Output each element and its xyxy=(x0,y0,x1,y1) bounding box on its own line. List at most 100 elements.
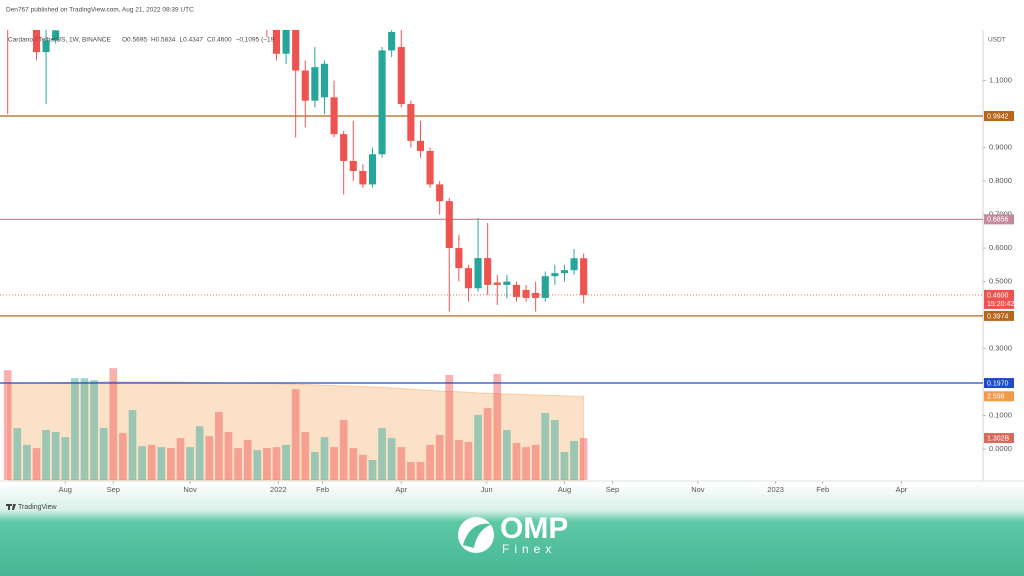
candle-body xyxy=(282,30,290,54)
candle-body xyxy=(522,289,530,298)
volume-bar xyxy=(426,444,434,480)
candle-body xyxy=(532,292,540,298)
level-label-bg xyxy=(984,378,1014,389)
publisher: Den767 published on TradingView.com, Aug… xyxy=(6,7,194,14)
volume-bar xyxy=(387,438,396,480)
x-tick-label: 2022 xyxy=(270,485,287,494)
level-label-bg xyxy=(984,111,1014,122)
volume-bar xyxy=(407,461,415,480)
volume-label-bg xyxy=(984,433,1014,444)
x-tick-label: Nov xyxy=(183,485,197,494)
candle-body xyxy=(484,258,492,285)
candle-body xyxy=(359,171,367,185)
volume-bar xyxy=(234,448,242,480)
candle-body xyxy=(397,47,405,105)
y-tick-label: 0.6000 xyxy=(989,243,1012,252)
symbol: Cardano / TetherUS, 1W, BINANCE xyxy=(8,37,112,44)
volume-bar xyxy=(435,434,444,480)
candle-body xyxy=(368,154,377,185)
ohlc-item: C0.4600 xyxy=(207,37,232,44)
x-tick-label: Feb xyxy=(816,485,829,494)
candle-body xyxy=(474,258,482,289)
volume-bar xyxy=(349,448,358,480)
ohlc-item: −0.1095 (−19 xyxy=(236,37,275,44)
volume-bar xyxy=(99,428,108,480)
volume-bar xyxy=(359,454,367,480)
volume-bar xyxy=(23,444,31,480)
brand-sub: Finex xyxy=(502,542,556,556)
candle-body xyxy=(493,282,501,285)
volume-label: 1.302B xyxy=(987,435,1010,442)
volume-ma-area xyxy=(7,381,585,481)
y-tick-label: 0.1000 xyxy=(989,411,1012,420)
level-label: 0.9942 xyxy=(987,113,1009,120)
y-tick-label: 0.3000 xyxy=(989,344,1012,353)
last-price-label: 0.4600 xyxy=(987,292,1009,299)
y-tick-label: 0.0000 xyxy=(989,444,1012,453)
level-label: 0.3974 xyxy=(987,313,1009,320)
volume-bar xyxy=(42,430,50,480)
volume-bar xyxy=(263,448,271,480)
volume-bar xyxy=(330,447,338,480)
volume-bar xyxy=(138,446,146,480)
candle-body xyxy=(311,67,319,101)
volume-bar xyxy=(416,461,425,480)
brand: OMP xyxy=(500,512,568,545)
volume-bar xyxy=(282,444,290,480)
volume-ma-label: 2.598 xyxy=(987,394,1005,401)
ohlc-item: O0.5695 xyxy=(122,37,147,44)
x-tick-label: Sep xyxy=(606,485,619,494)
volume-bar xyxy=(51,431,60,480)
brand-logo: OMP Finex xyxy=(458,512,568,556)
candle-body xyxy=(349,160,357,172)
volume-bar xyxy=(128,410,137,480)
x-tick-label: Aug xyxy=(59,485,72,494)
volume-bar xyxy=(464,441,473,480)
candle-body xyxy=(416,140,425,151)
volume-bar xyxy=(147,444,156,480)
volume-bar xyxy=(3,370,12,480)
candle-body xyxy=(272,30,281,54)
candle-body xyxy=(320,63,329,98)
candle-body xyxy=(541,276,549,298)
x-tick-label: Nov xyxy=(691,485,705,494)
y-tick-label: 0.9000 xyxy=(989,143,1012,152)
volume-bar xyxy=(531,444,540,480)
y-tick-label: 0.7000 xyxy=(989,210,1012,219)
volume-bar xyxy=(570,441,578,480)
volume-bar xyxy=(224,431,233,480)
y-tick-label: 0.8000 xyxy=(989,176,1012,185)
volume-bar xyxy=(71,378,79,480)
volume-bar xyxy=(195,426,204,480)
volume-bar xyxy=(579,438,588,480)
volume-bar xyxy=(243,440,252,480)
candle-body xyxy=(455,248,463,269)
candle-body xyxy=(570,258,578,271)
x-tick-label: Sep xyxy=(107,485,120,494)
footer-band xyxy=(0,482,1024,576)
volume-bar xyxy=(157,447,166,480)
volume-bar xyxy=(90,380,98,480)
volume-bar xyxy=(522,447,530,480)
y-tick-label: 0.5000 xyxy=(989,277,1012,286)
x-tick-label: Apr xyxy=(395,485,407,494)
level-label-bg xyxy=(984,310,1014,321)
candle-body xyxy=(464,268,473,289)
volume-bar xyxy=(455,440,463,480)
candle-body xyxy=(340,134,348,161)
volume-bar xyxy=(378,428,386,480)
x-tick-label: Feb xyxy=(316,485,329,494)
volume-bar xyxy=(493,373,502,480)
tradingview-watermark: TradingView xyxy=(6,504,57,511)
y-tick-label: 1.1000 xyxy=(989,76,1012,85)
candle-body xyxy=(426,150,434,185)
candle-body xyxy=(378,50,386,155)
volume-bar xyxy=(474,414,482,480)
volume-bar xyxy=(167,448,175,480)
candle-body xyxy=(42,40,50,53)
ohlc-item: H0.5834 xyxy=(151,37,176,44)
candle-body xyxy=(330,97,338,135)
candle-body xyxy=(512,284,521,297)
volume-bar xyxy=(445,374,454,480)
